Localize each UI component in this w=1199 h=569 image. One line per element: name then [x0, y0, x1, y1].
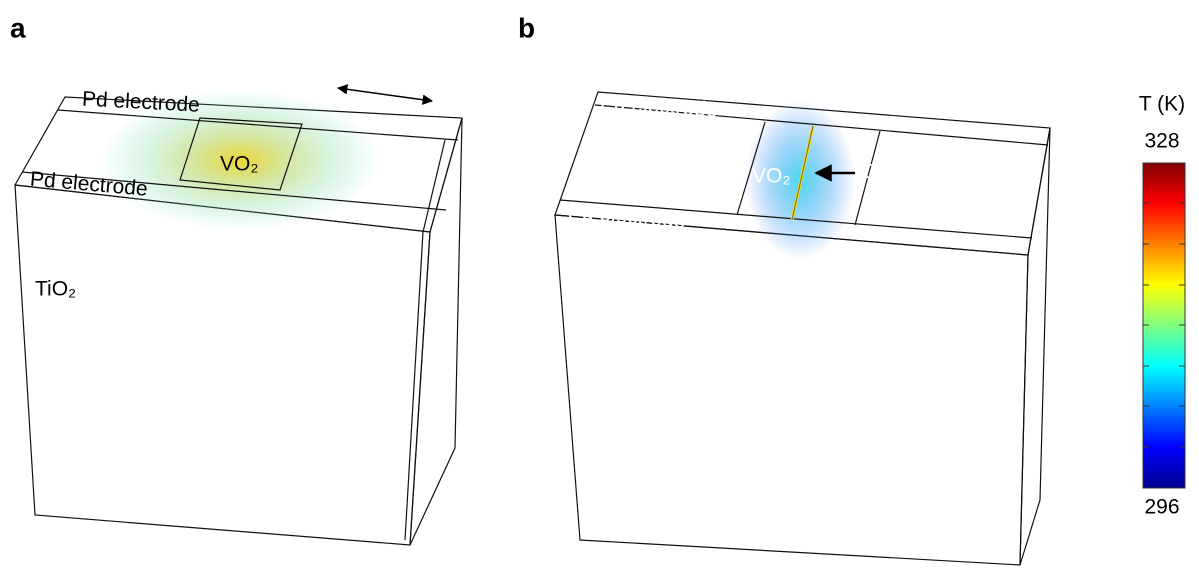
electrode-label: Pd electrode	[599, 91, 718, 122]
channel-edge	[854, 130, 881, 226]
width-arrow	[336, 84, 434, 105]
top-face	[554, 91, 1051, 256]
channel-label: VO₂	[752, 165, 791, 188]
substrate-label: TiO₂	[585, 293, 626, 316]
cnt-label: CNT	[862, 161, 905, 184]
colorbar-ticks	[1143, 202, 1185, 448]
electrode-label: Pd electrode	[81, 88, 200, 117]
panel-label: a	[10, 12, 26, 43]
electrode-edge	[57, 109, 459, 141]
front-face	[14, 184, 431, 546]
colorbar	[1142, 162, 1186, 489]
colorbar-max: 328	[1144, 130, 1179, 153]
side-face	[1019, 127, 1051, 566]
substrate-label: TiO₂	[35, 278, 76, 301]
heat-glow	[100, 90, 380, 230]
channel-label: VO₂	[220, 153, 259, 176]
electrode-label: Pd electrode	[567, 200, 686, 233]
vo2-channel	[179, 117, 303, 191]
edge	[422, 139, 446, 233]
edge	[404, 231, 424, 541]
electrode-edge	[559, 199, 1033, 239]
electrode-edge	[21, 171, 447, 211]
colorbar-min: 296	[1144, 496, 1179, 519]
front-face	[554, 214, 1029, 566]
side-face	[409, 117, 463, 546]
panel-label: b	[518, 12, 535, 43]
colorbar-title: T (K)	[1139, 93, 1185, 116]
electrode-edge	[594, 104, 1049, 146]
channel-edge	[736, 121, 766, 216]
cnt-core	[791, 125, 814, 221]
